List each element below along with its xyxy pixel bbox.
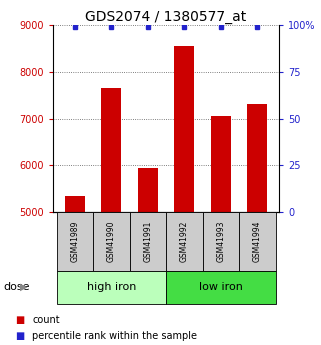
Text: GSM41992: GSM41992 <box>180 221 189 262</box>
Title: GDS2074 / 1380577_at: GDS2074 / 1380577_at <box>85 10 247 24</box>
Bar <box>247 105 267 212</box>
Text: count: count <box>32 315 60 325</box>
Bar <box>211 116 231 212</box>
Bar <box>138 168 158 212</box>
Text: ■: ■ <box>15 332 24 341</box>
Text: dose: dose <box>3 282 30 292</box>
Text: GSM41991: GSM41991 <box>143 221 152 262</box>
Text: ■: ■ <box>15 315 24 325</box>
Text: ▶: ▶ <box>20 282 28 292</box>
Bar <box>101 88 121 212</box>
Text: GSM41993: GSM41993 <box>216 221 225 262</box>
Text: GSM41994: GSM41994 <box>253 221 262 262</box>
Bar <box>65 196 85 212</box>
Text: GSM41989: GSM41989 <box>70 221 79 262</box>
Bar <box>174 46 195 212</box>
Text: GSM41990: GSM41990 <box>107 221 116 262</box>
Text: percentile rank within the sample: percentile rank within the sample <box>32 332 197 341</box>
Text: low iron: low iron <box>199 282 243 292</box>
Text: high iron: high iron <box>87 282 136 292</box>
